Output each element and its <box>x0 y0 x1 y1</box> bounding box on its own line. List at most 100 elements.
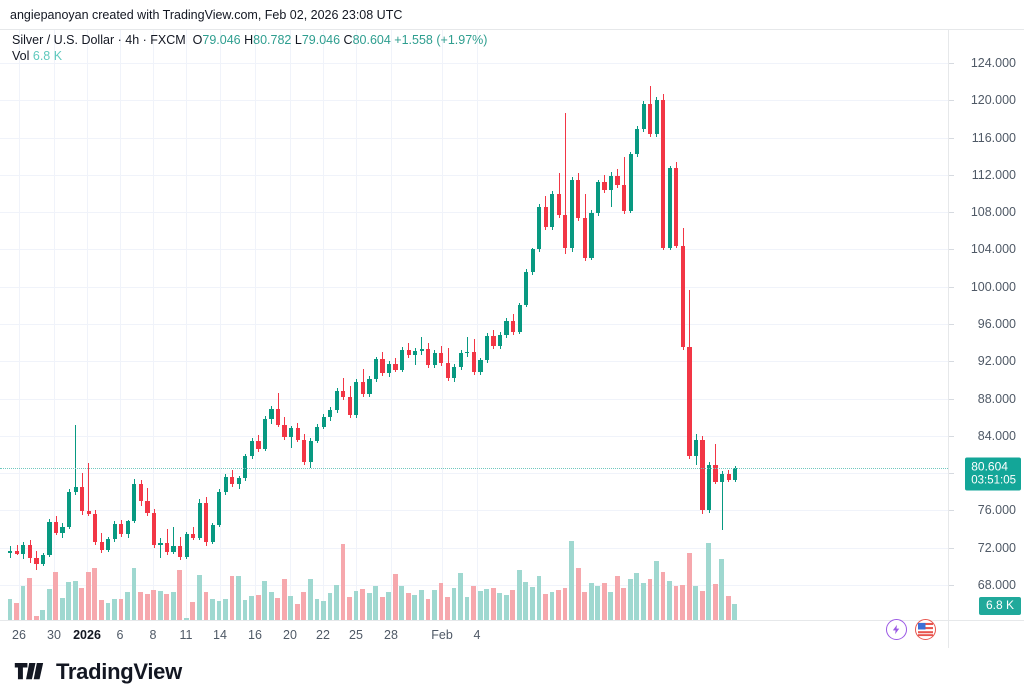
candle-body <box>288 428 294 437</box>
volume-bar <box>138 591 143 620</box>
volume-bar <box>641 583 646 620</box>
volume-bar <box>432 590 437 620</box>
chart-plot-area[interactable]: Silver / U.S. Dollar · 4h · FXCM O79.046… <box>0 30 948 620</box>
us-flag-icon[interactable] <box>915 619 936 640</box>
price-axis-label: 120.000 <box>970 93 1016 108</box>
volume-bar <box>562 587 568 620</box>
time-axis-label: 26 <box>12 628 26 642</box>
candle-body <box>302 439 307 462</box>
gridline-vertical <box>120 30 121 620</box>
legend-symbol[interactable]: Silver / U.S. Dollar <box>12 33 115 47</box>
volume-bar <box>268 592 274 620</box>
volume-bar <box>281 578 287 620</box>
volume-bar <box>543 593 548 620</box>
price-axis-tick <box>949 137 954 139</box>
candle-body <box>530 249 535 272</box>
candle-body <box>367 378 372 394</box>
candle-body <box>80 487 85 512</box>
volume-bar <box>510 590 516 620</box>
candle-body <box>713 464 718 482</box>
volume-bar <box>582 591 588 620</box>
volume-bar <box>347 597 352 620</box>
volume-bar <box>490 587 496 620</box>
candle-body <box>60 527 65 533</box>
candle-body <box>406 350 411 355</box>
time-scale[interactable]: 26 30 2026 6 8 11 14 16 20 22 25 28 Feb 4 <box>0 620 948 649</box>
legend-change: +1.558 (+1.97%) <box>394 33 488 47</box>
gridline-horizontal <box>0 249 948 251</box>
volume-bar <box>236 575 241 620</box>
gridline-vertical <box>391 30 392 620</box>
candle-body <box>262 419 268 449</box>
legend-separator-1: · <box>117 33 122 47</box>
volume-bar <box>216 600 222 620</box>
volume-bar <box>327 593 333 620</box>
time-axis-label: 11 <box>179 628 193 642</box>
candle-body <box>432 352 437 365</box>
volume-bar <box>588 583 594 620</box>
candle-body <box>93 514 98 543</box>
volume-bar <box>693 585 699 620</box>
price-axis-tick <box>949 398 954 400</box>
candle-wick <box>88 462 89 516</box>
candle-body <box>315 426 320 441</box>
price-axis-label: 76.000 <box>977 503 1016 518</box>
volume-bar <box>229 576 235 620</box>
time-axis-label: 22 <box>316 628 330 642</box>
candle-body <box>452 366 457 379</box>
gridline-vertical <box>87 30 88 620</box>
candle-body <box>413 351 418 355</box>
candle-body <box>602 182 607 190</box>
volume-bar <box>634 573 640 620</box>
volume-bar <box>712 584 718 620</box>
volume-bar <box>660 571 666 620</box>
candle-body <box>556 193 561 215</box>
legend-low-label: L <box>294 33 302 47</box>
volume-bar <box>503 595 509 620</box>
candle-body <box>517 305 522 333</box>
volume-bar <box>647 579 653 620</box>
candle-body <box>726 474 731 480</box>
lightning-bolt-icon[interactable] <box>886 619 907 640</box>
price-axis-label: 88.000 <box>977 391 1016 406</box>
price-axis-tick <box>949 435 954 437</box>
candle-body <box>197 502 202 539</box>
volume-bar <box>523 582 529 620</box>
time-axis-label: 4 <box>473 628 481 642</box>
volume-bar <box>125 592 130 620</box>
candle-body <box>164 543 170 553</box>
price-scale[interactable]: 124.000 120.000 116.000 112.000 108.000 104.0… <box>948 30 1024 620</box>
price-axis-tick <box>949 249 954 251</box>
price-axis-label: 108.000 <box>970 205 1016 220</box>
candle-wick <box>160 538 161 558</box>
gridline-horizontal <box>0 547 948 549</box>
candle-body <box>308 440 313 462</box>
volume-bar <box>595 586 601 620</box>
candle-body <box>445 363 450 379</box>
candle-body <box>471 351 477 373</box>
legend-volume-label: Vol <box>12 49 30 63</box>
candle-body <box>112 524 117 540</box>
candle-wick <box>75 424 76 496</box>
candle-body <box>334 391 339 410</box>
price-axis-tick <box>949 100 954 102</box>
candle-body <box>693 439 699 457</box>
volume-bar <box>549 591 555 620</box>
candle-body <box>360 381 365 394</box>
legend-open-value: 79.046 <box>202 33 241 47</box>
candle-body <box>354 381 359 416</box>
time-axis-label: 6 <box>116 628 124 642</box>
volume-bar <box>458 573 463 620</box>
volume-bar <box>53 572 59 620</box>
time-axis-label: 8 <box>149 628 157 642</box>
legend-interval[interactable]: 4h <box>125 33 140 47</box>
volume-bar <box>451 587 457 620</box>
current-price-line <box>0 467 948 469</box>
gridline-horizontal <box>0 324 948 325</box>
time-axis-label: 14 <box>213 628 227 642</box>
candle-body <box>217 491 222 526</box>
candle-body <box>608 175 614 190</box>
chart-frame: Silver / U.S. Dollar · 4h · FXCM O79.046… <box>0 29 1024 649</box>
candle-body <box>230 476 235 485</box>
price-axis-tick <box>949 174 954 176</box>
